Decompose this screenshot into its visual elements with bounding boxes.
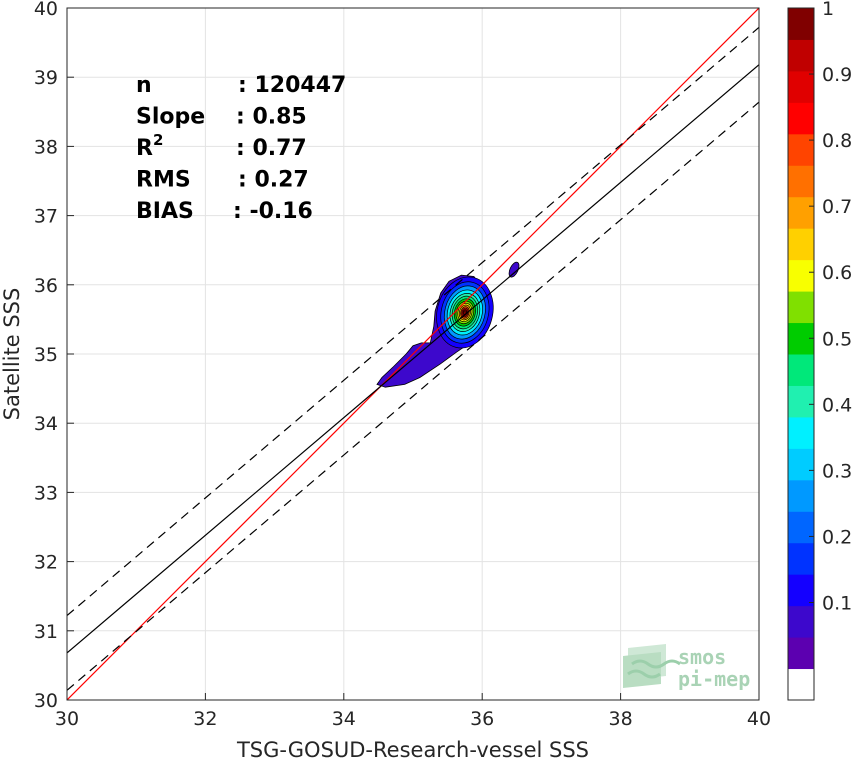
stat-value: : 0.77: [236, 136, 307, 161]
y-tick-label: 38: [34, 136, 58, 158]
colorbar-segment: [788, 574, 814, 607]
colorbar-tick-label: 0.9: [822, 64, 852, 86]
x-axis-ticks: 30 32 34 36 38 40: [55, 693, 771, 730]
colorbar-segment: [788, 416, 814, 449]
y-tick-label: 36: [34, 275, 58, 297]
colorbar-frame: [787, 7, 815, 701]
colorbar-segment: [788, 8, 814, 40]
grid-lines: [66, 7, 760, 701]
colorbar-tick-label: 0.1: [822, 592, 852, 614]
colorbar-tick-label: 0.8: [822, 130, 852, 152]
y-tick-label: 34: [34, 413, 58, 435]
colorbar-tick-label: 0.5: [822, 328, 852, 350]
colorbar-segment: [788, 605, 814, 638]
regression-minus-2rms-line: [67, 101, 759, 691]
colorbar: 0.1 0.2 0.3 0.4 0.5 0.6 0.7 0.8 0.9 1: [787, 0, 852, 701]
colorbar-tick-label: 0.4: [822, 394, 852, 416]
colorbar-segment: [788, 70, 814, 103]
colorbar-segment: [788, 637, 814, 670]
stat-value: : 120447: [238, 73, 346, 98]
regression-line: [67, 64, 759, 654]
colorbar-segment: [788, 102, 814, 135]
logo-wave-icon: [623, 644, 681, 688]
colorbar-tick-label: 0.6: [822, 262, 852, 284]
y-axis-ticks: 30 31 32 33 34 35 36 37 38 39 40: [34, 0, 74, 712]
regression-plus-2rms-line: [67, 26, 759, 617]
y-tick-label: 35: [34, 344, 58, 366]
x-tick-label: 38: [609, 708, 633, 730]
y-tick-label: 32: [34, 552, 58, 574]
stat-label: Slope: [136, 105, 205, 130]
y-tick-label: 31: [34, 621, 58, 643]
colorbar-segment: [788, 291, 814, 324]
density-contour-outlier: [508, 261, 520, 278]
stat-value: : 0.27: [238, 168, 309, 193]
colorbar-segment: [788, 448, 814, 481]
colorbar-segment: [788, 511, 814, 544]
y-tick-label: 33: [34, 482, 58, 504]
colorbar-segment: [788, 228, 814, 261]
logo-line-2: pi-mep: [678, 667, 750, 691]
logo-line-1: smos: [678, 645, 726, 669]
colorbar-segment: [788, 354, 814, 386]
stat-value: : 0.85: [236, 105, 307, 130]
smos-pi-mep-logo: smos pi-mep: [623, 644, 750, 691]
colorbar-segment: [788, 165, 814, 198]
colorbar-segment: [788, 668, 814, 701]
colorbar-segment: [788, 542, 814, 575]
reference-lines: [67, 8, 759, 700]
one-to-one-line: [67, 8, 759, 700]
y-tick-label: 39: [34, 67, 58, 89]
colorbar-tick-label: 0.3: [822, 460, 852, 482]
stat-label: n: [136, 73, 152, 98]
colorbar-segment: [788, 259, 814, 292]
colorbar-segment: [788, 479, 814, 512]
colorbar-segment: [788, 39, 814, 72]
colorbar-segment: [788, 133, 814, 166]
y-tick-label: 40: [34, 0, 58, 20]
x-tick-label: 36: [470, 708, 494, 730]
x-tick-label: 34: [332, 708, 356, 730]
x-tick-label: 30: [55, 708, 79, 730]
y-tick-label: 37: [34, 206, 58, 228]
stat-label: BIAS: [136, 199, 194, 224]
y-axis-label: Satellite SSS: [0, 288, 24, 421]
colorbar-segment: [788, 196, 814, 229]
y-tick-label: 30: [34, 690, 58, 712]
stat-superscript: 2: [153, 131, 163, 149]
colorbar-segment: [788, 385, 814, 418]
stat-value: : -0.16: [233, 199, 313, 224]
x-tick-label: 32: [193, 708, 217, 730]
colorbar-tick-label: 0.7: [822, 196, 852, 218]
x-axis-label: TSG-GOSUD-Research-vessel SSS: [236, 738, 589, 762]
stat-label: RMS: [136, 168, 191, 193]
colorbar-tick-label: 0.2: [822, 526, 852, 548]
x-tick-label: 40: [747, 708, 771, 730]
colorbar-tick-label: 1: [822, 0, 834, 20]
